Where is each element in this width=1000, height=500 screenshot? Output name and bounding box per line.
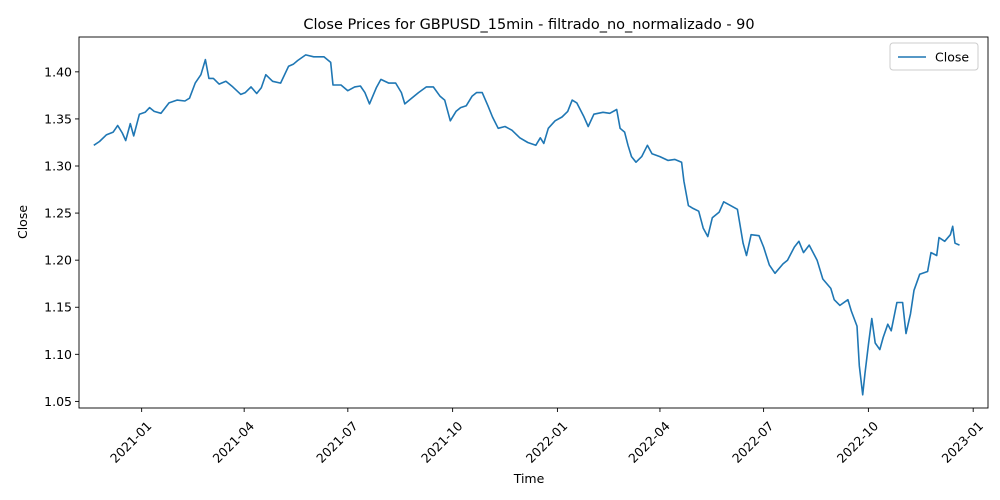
y-tick-label: 1.20: [44, 253, 72, 268]
plot-frame: [78, 36, 989, 409]
y-tick-label: 1.05: [44, 394, 72, 409]
legend-label-close: Close: [935, 50, 969, 65]
y-tick-label: 1.25: [44, 206, 72, 221]
y-axis-label: Close: [15, 205, 30, 239]
chart-title: Close Prices for GBPUSD_15min - filtrado…: [303, 17, 754, 33]
y-tick-label: 1.30: [44, 159, 72, 174]
legend-box: [889, 42, 979, 71]
y-tick-label: 1.40: [44, 64, 72, 79]
y-tick-label: 1.35: [44, 111, 72, 126]
y-tick-label: 1.15: [44, 300, 72, 315]
y-tick-label: 1.10: [44, 347, 72, 362]
y-axis: 1.05 1.10 1.15 1.20 1.25 1.30 1.35 1.40: [44, 64, 79, 409]
legend: Close: [889, 42, 979, 71]
series-line-close: [93, 54, 960, 396]
x-axis-label: Time: [513, 471, 545, 486]
